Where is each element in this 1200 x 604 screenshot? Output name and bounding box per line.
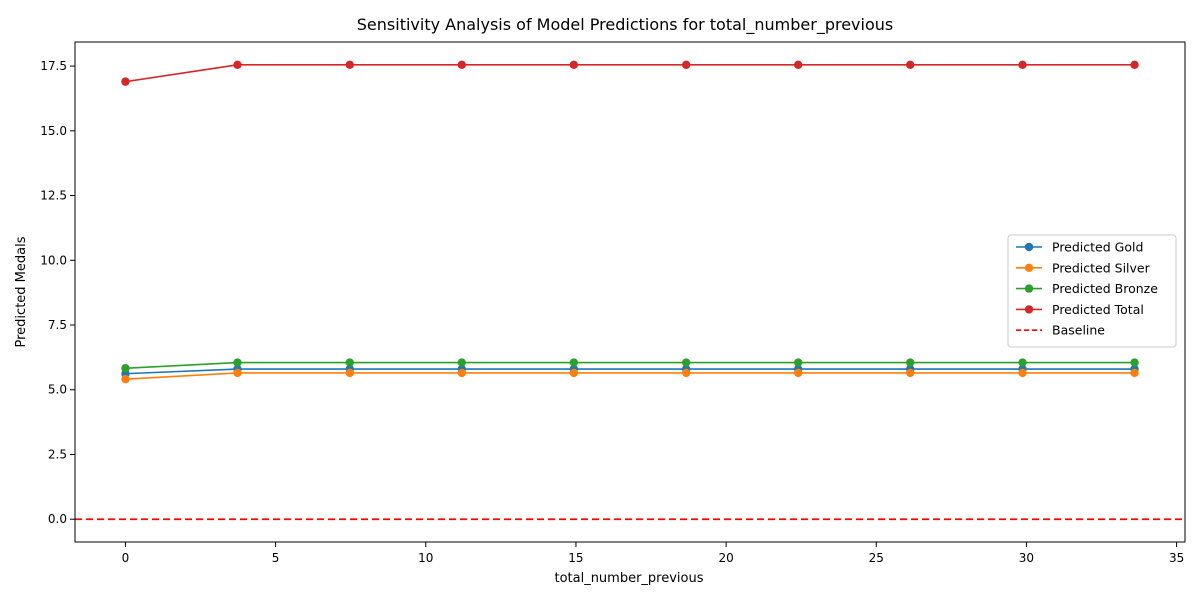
x-tick-label: 5 xyxy=(272,551,280,565)
legend-marker-predicted-bronze xyxy=(1024,284,1034,293)
x-axis-label: total_number_previous xyxy=(554,571,703,586)
predicted-bronze-point xyxy=(906,358,915,367)
legend: Predicted Gold Predicted Silver Predicted … xyxy=(1007,234,1177,348)
predicted-bronze-point xyxy=(345,358,354,367)
x-tick-label: 0 xyxy=(122,551,130,565)
predicted-bronze-point xyxy=(1130,358,1139,367)
legend-marker-predicted-gold xyxy=(1024,242,1034,252)
legend-label-baseline: Baseline xyxy=(1052,323,1105,338)
y-tick-label: 12.5 xyxy=(40,189,67,203)
predicted-silver-point xyxy=(121,374,130,384)
predicted-total-point xyxy=(233,60,242,69)
x-tick-label: 30 xyxy=(1019,551,1034,565)
predicted-silver-point xyxy=(1130,368,1139,378)
predicted-silver-point xyxy=(681,368,691,378)
y-tick-label: 5.0 xyxy=(48,383,67,397)
legend-label-predicted-gold: Predicted Gold xyxy=(1052,240,1143,255)
y-tick-label: 0.0 xyxy=(48,512,67,526)
y-tick-label: 15.0 xyxy=(40,124,67,138)
x-tick-label: 25 xyxy=(869,551,884,565)
y-tick-label: 2.5 xyxy=(48,447,67,461)
predicted-gold-line xyxy=(125,368,1135,375)
y-tick-label: 17.5 xyxy=(40,59,67,73)
predicted-total-point xyxy=(121,77,130,86)
predicted-silver-point xyxy=(345,368,354,378)
predicted-total-point xyxy=(681,60,691,69)
y-tick-label: 10.0 xyxy=(40,253,67,267)
x-tick-label: 10 xyxy=(418,551,433,565)
legend-marker-predicted-silver xyxy=(1024,263,1034,272)
predicted-silver-point xyxy=(569,368,579,378)
axes-frame xyxy=(74,41,1186,543)
predicted-silver-point xyxy=(233,368,242,378)
y-axis-label: Predicted Medals xyxy=(14,236,29,347)
legend-marker-predicted-total xyxy=(1024,305,1034,314)
predicted-bronze-point xyxy=(793,358,803,367)
x-tick-label: 20 xyxy=(718,551,733,565)
x-tick-label: 35 xyxy=(1169,551,1184,565)
predicted-silver-point xyxy=(793,368,803,378)
legend-box xyxy=(1007,234,1177,348)
predicted-total-point xyxy=(906,60,915,69)
chart-title: Sensitivity Analysis of Model Prediction… xyxy=(357,15,893,35)
predicted-bronze-point xyxy=(569,358,579,367)
predicted-total-line xyxy=(125,63,1135,83)
plot-area: 0 5 10 15 20 25 30 35 0.0 2.5 5.0 7.5 10.0 12.5 15.0 17… xyxy=(40,41,1186,565)
predicted-total-point xyxy=(569,60,579,69)
predicted-bronze-point xyxy=(457,358,467,367)
predicted-silver-point xyxy=(906,368,915,378)
legend-label-predicted-silver: Predicted Silver xyxy=(1052,260,1151,275)
predicted-bronze-point xyxy=(681,358,691,367)
predicted-bronze-point xyxy=(233,358,242,367)
y-tick-label: 7.5 xyxy=(48,318,67,332)
predicted-total-point xyxy=(1018,60,1027,69)
predicted-total-point xyxy=(1130,60,1139,69)
predicted-total-point xyxy=(345,60,354,69)
predicted-bronze-point xyxy=(121,364,130,373)
x-tick-label: 15 xyxy=(568,551,583,565)
legend-label-predicted-total: Predicted Total xyxy=(1052,302,1144,317)
predicted-silver-point xyxy=(457,368,467,378)
predicted-bronze-line xyxy=(125,361,1135,370)
predicted-silver-line xyxy=(125,372,1135,380)
predicted-bronze-point xyxy=(1018,358,1027,367)
predicted-total-point xyxy=(457,60,467,69)
legend-label-predicted-bronze: Predicted Bronze xyxy=(1052,281,1158,296)
predicted-total-point xyxy=(793,60,803,69)
predicted-silver-point xyxy=(1018,368,1027,378)
